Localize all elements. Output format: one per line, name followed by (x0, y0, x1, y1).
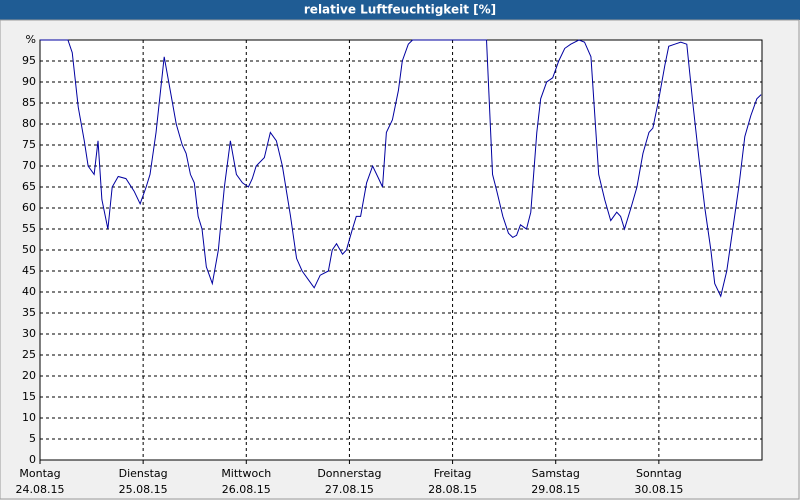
y-tick-label: 55 (22, 222, 36, 235)
y-tick-label: 85 (22, 96, 36, 109)
y-tick-label: 15 (22, 390, 36, 403)
y-tick-label: 5 (29, 432, 36, 445)
y-tick-label: 80 (22, 117, 36, 130)
y-tick-label: 35 (22, 306, 36, 319)
y-tick-label: 25 (22, 348, 36, 361)
y-tick-label: 50 (22, 243, 36, 256)
y-tick-label: 45 (22, 264, 36, 277)
y-tick-label: 70 (22, 159, 36, 172)
y-tick-label: 95 (22, 54, 36, 67)
x-tick-date: 24.08.15 (16, 483, 65, 496)
x-tick-label: Mittwoch (221, 467, 271, 480)
y-tick-label: 60 (22, 201, 36, 214)
y-tick-label: 75 (22, 138, 36, 151)
x-tick-label: Freitag (434, 467, 472, 480)
y-tick-label: 30 (22, 327, 36, 340)
y-tick-label: 10 (22, 411, 36, 424)
y-tick-label: 65 (22, 180, 36, 193)
x-tick-date: 25.08.15 (119, 483, 168, 496)
x-tick-label: Montag (19, 467, 60, 480)
x-tick-label: Samstag (532, 467, 580, 480)
y-tick-label: 90 (22, 75, 36, 88)
plot-border (39, 39, 763, 461)
y-tick-label: 20 (22, 369, 36, 382)
x-tick-date: 27.08.15 (325, 483, 374, 496)
y-tick-label: % (26, 33, 36, 46)
x-tick-label: Dienstag (119, 467, 168, 480)
y-tick-label: 0 (29, 453, 36, 466)
x-tick-date: 26.08.15 (222, 483, 271, 496)
data-line (40, 39, 762, 298)
x-tick-label: Sonntag (636, 467, 682, 480)
x-tick-label: Donnerstag (317, 467, 381, 480)
x-tick-date: 28.08.15 (428, 483, 477, 496)
x-tick-date: 29.08.15 (531, 483, 580, 496)
chart-title: relative Luftfeuchtigkeit [%] (304, 3, 496, 17)
x-tick-date: 30.08.15 (634, 483, 683, 496)
y-tick-label: 40 (22, 285, 36, 298)
title-bar (0, 0, 800, 20)
